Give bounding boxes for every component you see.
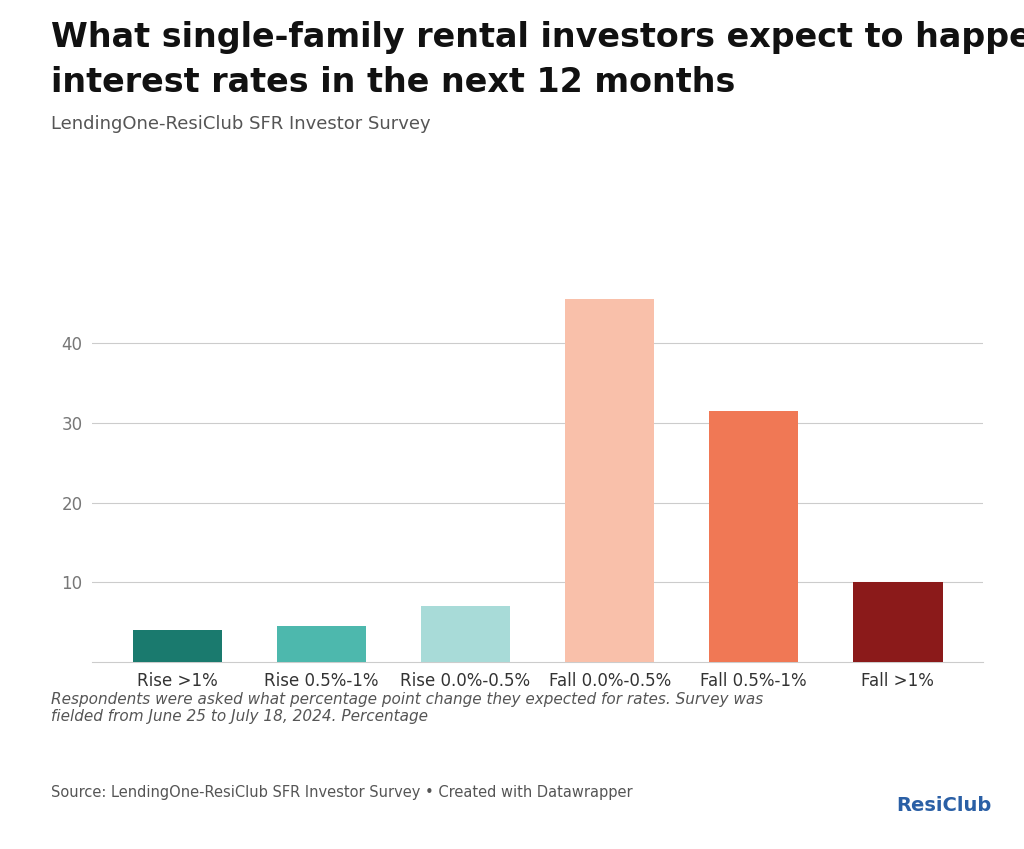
Bar <box>133 630 222 662</box>
Text: Respondents were asked what percentage point change they expected for rates. Sur: Respondents were asked what percentage p… <box>51 692 764 724</box>
Bar <box>709 411 799 662</box>
Text: ResiClub: ResiClub <box>896 796 991 815</box>
Bar <box>853 582 942 662</box>
Text: What single-family rental investors expect to happen to: What single-family rental investors expe… <box>51 21 1024 54</box>
Text: interest rates in the next 12 months: interest rates in the next 12 months <box>51 66 735 99</box>
Text: Source: LendingOne-ResiClub SFR Investor Survey • Created with Datawrapper: Source: LendingOne-ResiClub SFR Investor… <box>51 785 633 801</box>
Bar <box>276 627 367 662</box>
Bar <box>565 299 654 662</box>
Text: LendingOne-ResiClub SFR Investor Survey: LendingOne-ResiClub SFR Investor Survey <box>51 115 431 132</box>
Bar <box>421 606 510 662</box>
